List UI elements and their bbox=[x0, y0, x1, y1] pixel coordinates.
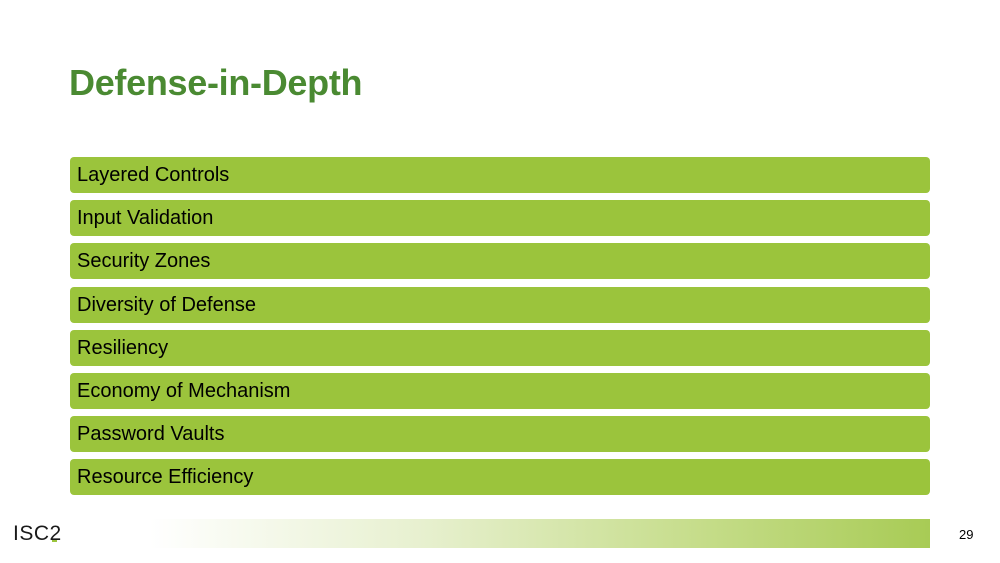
list-item-input-validation: Input Validation bbox=[70, 200, 930, 237]
footer-gradient-bar bbox=[150, 519, 930, 548]
bullet-list: Layered Controls Input Validation Securi… bbox=[70, 157, 930, 503]
list-item-layered-controls: Layered Controls bbox=[70, 157, 930, 193]
list-item-resource-efficiency: Resource Efficiency bbox=[70, 459, 930, 496]
list-item-economy-of-mechanism: Economy of Mechanism bbox=[70, 372, 930, 409]
list-item-label: Layered Controls bbox=[77, 164, 230, 186]
page-number: 29 bbox=[959, 527, 974, 542]
slide-title: Defense-in-Depth bbox=[69, 62, 363, 103]
logo-accent-mark bbox=[52, 540, 57, 542]
list-item-diversity-of-defense: Diversity of Defense bbox=[70, 286, 930, 323]
list-item-label: Resiliency bbox=[77, 336, 169, 359]
list-item-label: Security Zones bbox=[77, 250, 211, 273]
list-item-label: Diversity of Defense bbox=[77, 293, 256, 316]
list-item-label: Password Vaults bbox=[77, 423, 225, 446]
list-item-security-zones: Security Zones bbox=[70, 243, 930, 280]
list-item-label: Input Validation bbox=[77, 207, 214, 230]
list-item-password-vaults: Password Vaults bbox=[70, 416, 930, 453]
list-item-label: Resource Efficiency bbox=[77, 466, 254, 489]
list-item-resiliency: Resiliency bbox=[70, 329, 930, 366]
isc2-logo: ISC2 bbox=[13, 522, 62, 545]
list-item-label: Economy of Mechanism bbox=[77, 379, 291, 402]
